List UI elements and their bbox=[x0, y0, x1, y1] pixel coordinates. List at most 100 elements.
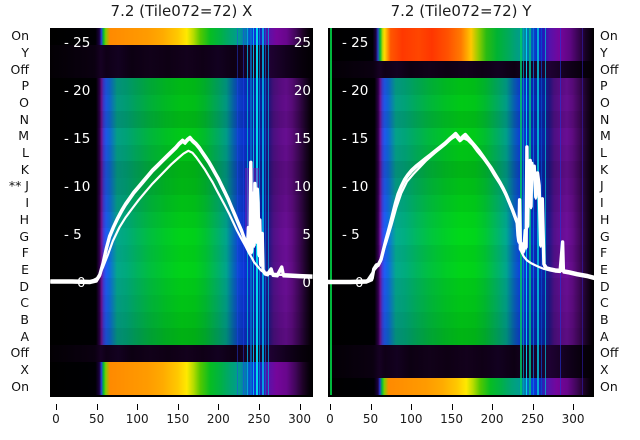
rfi-channel-line bbox=[237, 28, 239, 395]
x-axis-tick bbox=[411, 404, 413, 410]
power-trace-upper bbox=[50, 135, 313, 284]
rfi-channel-line bbox=[559, 28, 561, 395]
y-tick-label-right: 10 bbox=[293, 178, 311, 195]
row-label-right: Y bbox=[600, 45, 608, 61]
row-label-right: E bbox=[600, 261, 608, 277]
row-label-right: O bbox=[600, 95, 610, 111]
row-label-right: On bbox=[600, 378, 618, 394]
rfi-channel-line bbox=[330, 28, 333, 395]
y-tick-label-right: 5 bbox=[302, 226, 311, 243]
row-label-left: X bbox=[20, 361, 29, 377]
row-label-left: M bbox=[18, 128, 29, 144]
rfi-channel-line bbox=[545, 28, 547, 395]
power-curves-panel-y bbox=[328, 131, 594, 285]
y-tick-label-right: 0 bbox=[302, 274, 311, 291]
y-tick-label-left: - 15 bbox=[342, 130, 369, 147]
heatmap-panel-y: - 25 - 20 - 15 - 10 - 5 0 bbox=[328, 28, 594, 397]
rfi-channel-line bbox=[582, 28, 584, 395]
y-tick-label-left: - 5 bbox=[342, 226, 360, 243]
row-label-right: Off bbox=[600, 61, 619, 77]
heatmap-row bbox=[328, 278, 594, 296]
row-label-left: P bbox=[21, 78, 29, 94]
x-axis-tick-label: 100 bbox=[399, 412, 423, 426]
heatmap-panel-x: - 25 25 - 20 20 - 15 15 - 10 10 - 5 5 0 0 bbox=[50, 28, 313, 397]
row-label-left-flagged: ** J bbox=[8, 178, 29, 194]
row-label-right: G bbox=[600, 228, 610, 244]
y-tick-label-left: - 5 bbox=[64, 226, 82, 243]
x-axis-tick bbox=[370, 404, 372, 410]
y-tick-label-right: 15 bbox=[293, 130, 311, 147]
row-label-right: Off bbox=[600, 345, 619, 361]
y-tick-label-left: - 25 bbox=[342, 34, 369, 51]
x-axis-tick bbox=[299, 404, 301, 410]
power-curves-panel-x bbox=[50, 135, 313, 285]
x-axis-tick-label: 250 bbox=[247, 412, 271, 426]
row-label-right: J bbox=[600, 178, 604, 194]
heatmap-row bbox=[328, 78, 594, 96]
row-label-right: P bbox=[600, 78, 608, 94]
x-axis-tick-label: 150 bbox=[166, 412, 190, 426]
power-trace-upper bbox=[328, 135, 594, 283]
row-label-left: C bbox=[20, 295, 29, 311]
row-label-right: On bbox=[600, 28, 618, 44]
row-label-right: K bbox=[600, 161, 609, 177]
rfi-channel-line bbox=[522, 28, 524, 395]
power-trace-upper bbox=[328, 131, 594, 284]
x-axis-tick bbox=[177, 404, 179, 410]
x-axis-tick-label: 100 bbox=[125, 412, 149, 426]
row-label-right: I bbox=[600, 195, 604, 211]
x-axis-tick-label: 50 bbox=[362, 412, 379, 426]
row-label-left: E bbox=[21, 261, 29, 277]
row-label-right: F bbox=[600, 245, 608, 261]
x-axis-tick bbox=[492, 404, 494, 410]
row-label-left: N bbox=[19, 111, 29, 127]
y-tick-label-left: - 20 bbox=[342, 82, 369, 99]
heatmap-row bbox=[328, 28, 594, 46]
x-axis-tick-label: 150 bbox=[440, 412, 463, 426]
power-trace-upper bbox=[50, 149, 313, 283]
heatmap-row bbox=[328, 294, 594, 313]
row-label-right: A bbox=[600, 328, 609, 344]
y-tick-label-left: - 10 bbox=[64, 178, 91, 195]
y-tick-label-left: - 15 bbox=[64, 130, 91, 147]
y-tick-label-left: - 25 bbox=[64, 34, 91, 51]
row-label-right: B bbox=[600, 311, 609, 327]
x-axis-tick bbox=[55, 404, 57, 410]
x-axis-tick-label: 0 bbox=[52, 412, 60, 426]
row-label-left: G bbox=[19, 228, 29, 244]
rfi-channel-line bbox=[242, 28, 244, 395]
rfi-channel-line bbox=[533, 28, 535, 395]
power-trace-upper bbox=[50, 138, 313, 285]
rfi-channel-line bbox=[265, 28, 267, 395]
x-axis-tick-label: 200 bbox=[206, 412, 230, 426]
row-label-right: X bbox=[600, 361, 609, 377]
row-label-left: On bbox=[11, 378, 29, 394]
heatmap-row bbox=[328, 44, 594, 62]
heatmap-row bbox=[328, 61, 594, 79]
row-label-left: Off bbox=[10, 61, 29, 77]
x-axis-tick bbox=[532, 404, 534, 410]
heatmap-row bbox=[328, 344, 594, 363]
heatmap-row bbox=[328, 111, 594, 129]
row-label-left: A bbox=[20, 328, 29, 344]
row-label-left: B bbox=[20, 311, 29, 327]
row-label-right: C bbox=[600, 295, 609, 311]
row-label-left: L bbox=[22, 145, 29, 161]
heatmap-row bbox=[328, 94, 594, 112]
x-axis-tick-label: 300 bbox=[561, 412, 585, 426]
row-label-left: Y bbox=[21, 45, 29, 61]
x-axis-tick bbox=[218, 404, 220, 410]
heatmap-row bbox=[328, 328, 594, 346]
x-axis-tick-label: 50 bbox=[88, 412, 105, 426]
row-label-left: O bbox=[19, 95, 29, 111]
x-axis-tick bbox=[96, 404, 98, 410]
y-tick-label-left: 0 bbox=[355, 274, 364, 291]
row-label-left: D bbox=[19, 278, 29, 294]
x-axis-tick bbox=[329, 404, 331, 410]
x-axis-tick bbox=[258, 404, 260, 410]
row-label-left: K bbox=[20, 161, 29, 177]
x-axis-tick-label: 300 bbox=[288, 412, 311, 426]
row-label-left: I bbox=[25, 195, 29, 211]
power-trace-upper bbox=[328, 134, 594, 285]
row-label-right: H bbox=[600, 211, 610, 227]
